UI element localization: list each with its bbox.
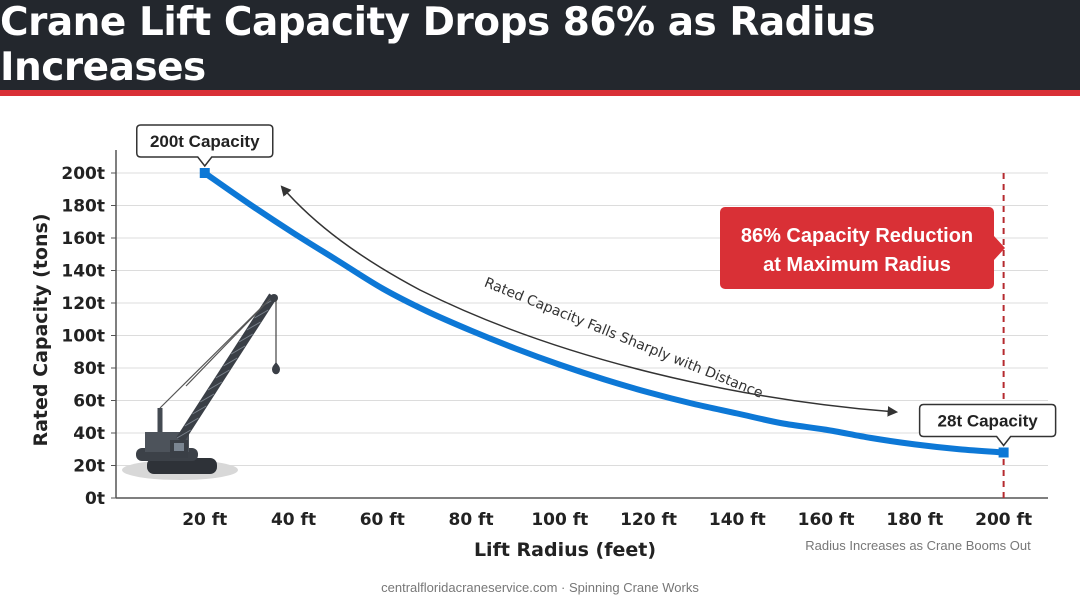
trend-arrow: [280, 185, 899, 417]
crane-boom-tip: [270, 294, 278, 302]
x-tick-label: 100 ft: [531, 510, 588, 530]
y-tick-label: 0t: [85, 489, 105, 509]
crane-illustration: [122, 293, 280, 480]
header-bar: Crane Lift Capacity Drops 86% as Radius …: [0, 0, 1080, 90]
x-tick-label: 120 ft: [620, 510, 677, 530]
y-tick-label: 40t: [73, 424, 105, 444]
y-tick-label: 100t: [61, 327, 105, 347]
y-tick-label: 160t: [61, 229, 105, 249]
reduction-box: [720, 207, 994, 289]
crane-boom: [176, 293, 277, 443]
point-label: 200t Capacity: [150, 132, 260, 151]
callout-box: [918, 403, 1057, 447]
x-tick-label: 40 ft: [271, 510, 316, 530]
crane-boom-lattice: [215, 369, 230, 379]
endpoint-marker: [998, 447, 1009, 458]
crane-boom-lattice: [254, 309, 269, 319]
point-label: 28t Capacity: [938, 412, 1039, 431]
crane-boom-lattice: [223, 357, 238, 367]
x-tick-label: 80 ft: [448, 510, 493, 530]
start-capacity-callout: 200t Capacity: [136, 124, 274, 168]
y-tick-label: 80t: [73, 359, 105, 379]
crane-track-front: [147, 458, 217, 474]
crane-boom-lattice: [184, 417, 199, 427]
x-tick-label: 160 ft: [798, 510, 855, 530]
end-capacity-callout: 28t Capacity: [918, 403, 1057, 447]
crane-boom-lattice: [246, 321, 261, 331]
x-axis-note: Radius Increases as Crane Booms Out: [805, 538, 1031, 553]
y-tick-label: 200t: [61, 164, 105, 184]
y-tick-label: 180t: [61, 197, 105, 217]
reduction-pointer: [994, 236, 1005, 260]
x-tick-label: 140 ft: [709, 510, 766, 530]
x-tick-label: 20 ft: [182, 510, 227, 530]
x-tick-label: 60 ft: [360, 510, 405, 530]
crane-backstay-cable: [185, 295, 274, 387]
reduction-callout: 86% Capacity Reduction at Maximum Radius: [720, 207, 1005, 289]
crane-boom-lattice: [207, 381, 223, 391]
y-tick-label: 60t: [73, 392, 105, 412]
crane-boom-lattice: [238, 333, 254, 343]
reduction-line-1: 86% Capacity Reduction: [741, 225, 973, 247]
y-tick-label: 140t: [61, 262, 105, 282]
crane-hook: [271, 362, 280, 375]
y-tick-label: 120t: [61, 294, 105, 314]
y-tick-label: 20t: [73, 457, 105, 477]
footer-credit: centralfloridacraneservice.com · Spinnin…: [381, 580, 699, 595]
crane-boom-lattice: [176, 429, 192, 439]
crane-boom-lattice: [230, 345, 246, 355]
crane-cab-window: [174, 443, 184, 451]
x-axis-title: Lift Radius (feet): [474, 539, 656, 561]
crane-boom-lattice: [192, 405, 207, 415]
callout-box: [136, 124, 274, 168]
x-tick-label: 200 ft: [975, 510, 1032, 530]
page-title: Crane Lift Capacity Drops 86% as Radius …: [0, 0, 875, 90]
x-tick-label: 180 ft: [886, 510, 943, 530]
y-axis-title: Rated Capacity (tons): [30, 213, 52, 446]
reduction-line-2: at Maximum Radius: [763, 254, 951, 276]
endpoint-marker: [199, 168, 210, 178]
header-stripe: [0, 90, 1080, 96]
crane-boom-lattice: [199, 393, 215, 403]
